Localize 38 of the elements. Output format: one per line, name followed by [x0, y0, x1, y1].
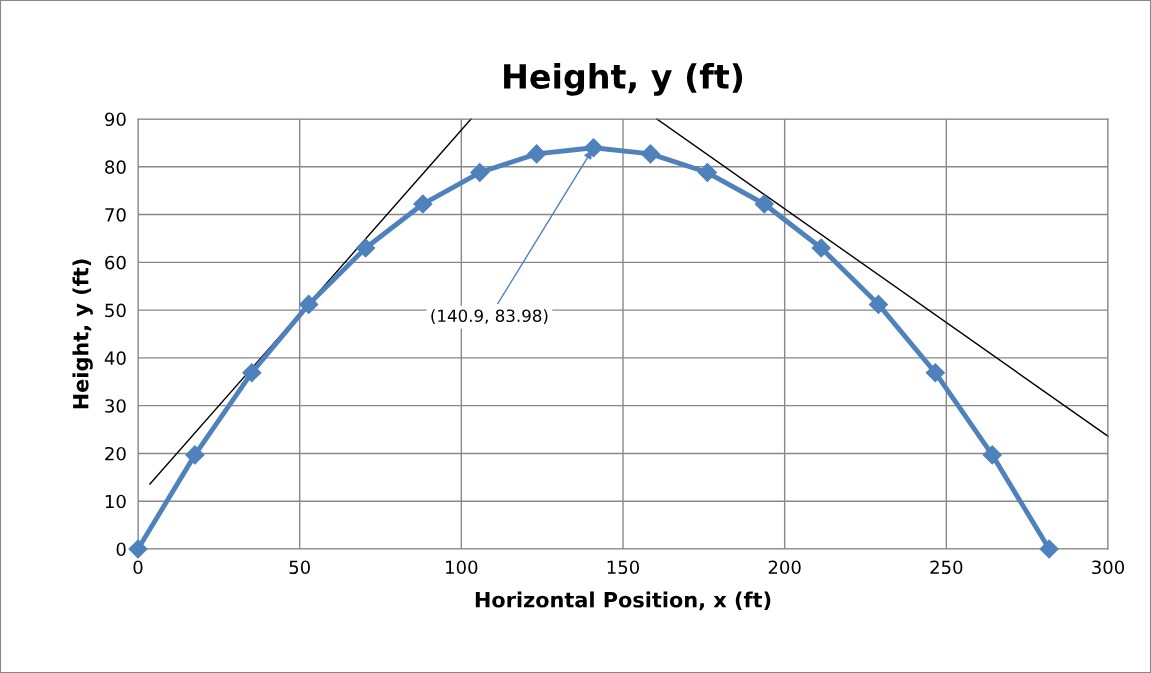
- point: [356, 238, 376, 258]
- point: [811, 238, 831, 258]
- point: [128, 539, 148, 559]
- point: [754, 194, 774, 214]
- point: [527, 144, 547, 164]
- y-tick-label: 60: [105, 255, 126, 270]
- point: [242, 363, 262, 383]
- point: [1039, 539, 1059, 559]
- y-tick-label: 30: [105, 399, 126, 413]
- x-tick-label: 0: [133, 560, 143, 575]
- y-tick-label: 0: [116, 542, 126, 557]
- y-tick-label: 90: [105, 112, 126, 127]
- y-axis-title: Height, y (ft): [72, 259, 93, 409]
- point: [413, 194, 433, 214]
- y-tick-label: 10: [105, 494, 126, 509]
- point: [868, 294, 888, 314]
- x-tick-label: 50: [289, 560, 310, 575]
- x-tick-label: 150: [607, 560, 640, 575]
- point: [470, 162, 490, 183]
- x-tick-label: 300: [1092, 560, 1125, 575]
- point: [185, 445, 205, 465]
- x-tick-label: 100: [446, 560, 478, 575]
- y-tick-label: 20: [105, 446, 126, 461]
- y-tick-label: 40: [104, 351, 126, 366]
- x-axis-title: Horizontal Position, x (ft): [475, 591, 771, 611]
- point: [697, 162, 717, 183]
- y-tick-label: 80: [105, 160, 126, 174]
- x-tick-label: 200: [768, 560, 801, 575]
- point: [982, 445, 1002, 465]
- y-tick-label: 50: [105, 303, 126, 318]
- x-tick-label: 250: [930, 560, 963, 575]
- chart-title: Height, y (ft): [504, 63, 743, 96]
- point: [584, 138, 604, 158]
- point: [640, 144, 661, 164]
- point: [925, 363, 945, 383]
- point: [299, 294, 319, 314]
- y-tick-label: 70: [105, 208, 126, 222]
- annotation: (140.9, 83.98): [431, 309, 548, 324]
